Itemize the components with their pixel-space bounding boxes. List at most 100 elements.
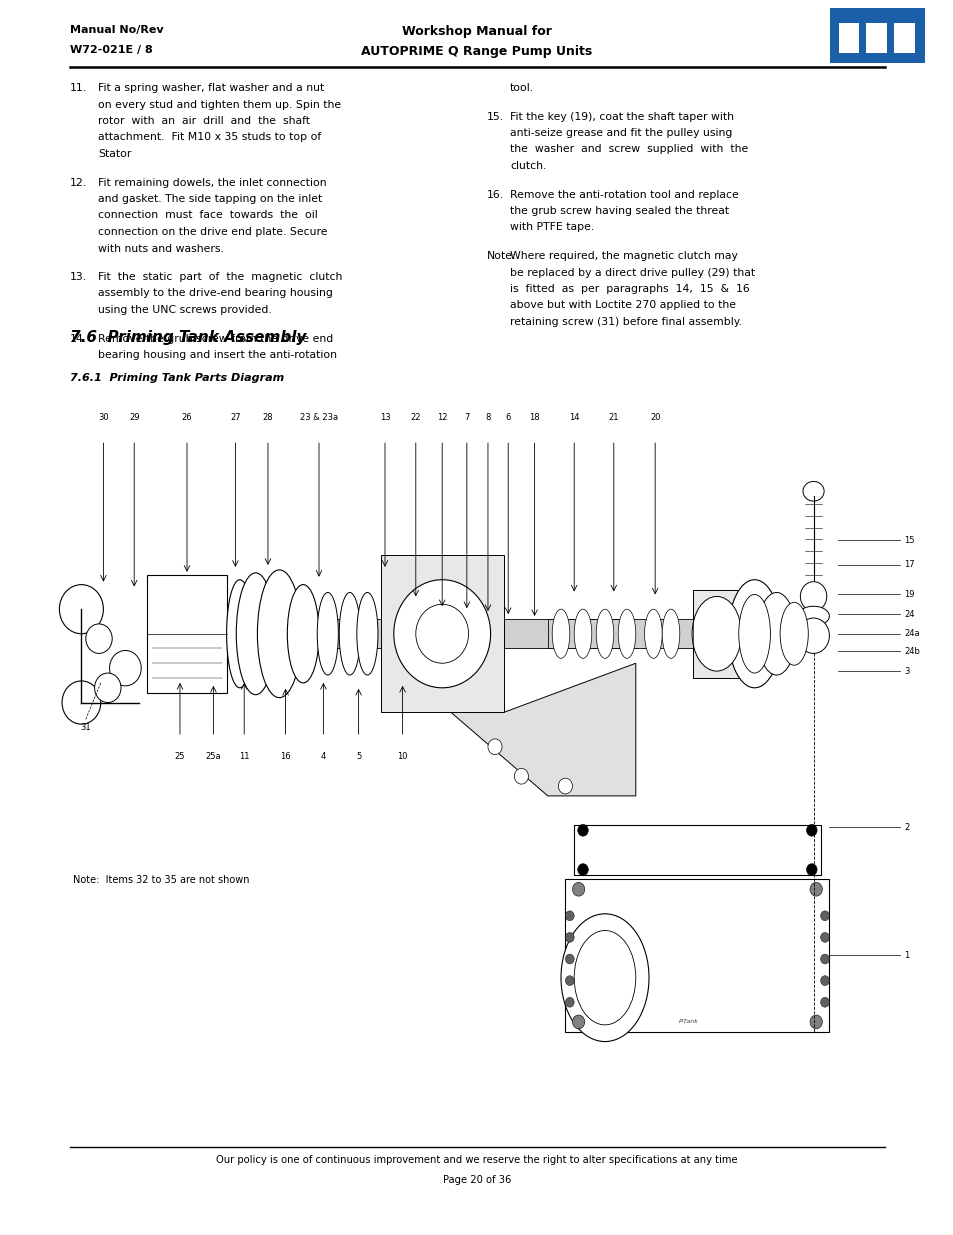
Text: be replaced by a direct drive pulley (29) that: be replaced by a direct drive pulley (29… — [510, 268, 755, 278]
Ellipse shape — [809, 882, 821, 897]
Text: 11.: 11. — [70, 83, 87, 93]
Bar — [565, 879, 828, 1031]
Ellipse shape — [738, 594, 770, 673]
Text: and gasket. The side tapping on the inlet: and gasket. The side tapping on the inle… — [98, 194, 322, 204]
Text: P-Tank: P-Tank — [678, 1019, 698, 1024]
Ellipse shape — [317, 593, 338, 676]
Text: 17: 17 — [903, 561, 914, 569]
Text: 3: 3 — [903, 667, 908, 676]
Text: tool.: tool. — [510, 83, 534, 93]
Text: 8: 8 — [485, 414, 490, 422]
Text: 1: 1 — [903, 951, 908, 960]
Ellipse shape — [800, 582, 826, 611]
Ellipse shape — [805, 825, 816, 836]
Ellipse shape — [339, 593, 360, 676]
Text: 24a: 24a — [903, 630, 919, 638]
Ellipse shape — [578, 825, 588, 836]
Text: 24b: 24b — [903, 647, 919, 656]
Text: 21: 21 — [608, 414, 618, 422]
Ellipse shape — [565, 955, 574, 965]
Ellipse shape — [797, 618, 828, 653]
Text: above but with Loctite 270 applied to the: above but with Loctite 270 applied to th… — [510, 300, 735, 310]
Text: 2: 2 — [903, 823, 908, 832]
Text: rotor  with  an  air  drill  and  the  shaft: rotor with an air drill and the shaft — [98, 116, 310, 126]
Text: 15.: 15. — [486, 111, 503, 121]
Text: Our policy is one of continuous improvement and we reserve the right to alter sp: Our policy is one of continuous improvem… — [216, 1155, 737, 1165]
Text: with nuts and washers.: with nuts and washers. — [98, 243, 224, 253]
Bar — [865, 23, 886, 53]
Ellipse shape — [565, 998, 574, 1008]
Text: Manual No/Rev: Manual No/Rev — [70, 25, 164, 35]
Text: 13.: 13. — [70, 272, 87, 282]
Text: Fit the key (19), coat the shaft taper with: Fit the key (19), coat the shaft taper w… — [510, 111, 733, 121]
Text: Fit  the  static  part  of  the  magnetic  clutch: Fit the static part of the magnetic clut… — [98, 272, 342, 282]
Ellipse shape — [94, 673, 121, 703]
Text: connection  must  face  towards  the  oil: connection must face towards the oil — [98, 210, 317, 221]
Text: 11: 11 — [238, 752, 249, 761]
Text: Note:  Items 32 to 35 are not shown: Note: Items 32 to 35 are not shown — [72, 874, 249, 884]
Text: with PTFE tape.: with PTFE tape. — [510, 222, 594, 232]
Ellipse shape — [257, 569, 301, 698]
Text: 15: 15 — [903, 536, 914, 545]
Bar — [838, 23, 859, 53]
Text: 16.: 16. — [486, 189, 503, 200]
Ellipse shape — [820, 932, 828, 942]
Ellipse shape — [820, 955, 828, 965]
Ellipse shape — [110, 651, 141, 685]
Ellipse shape — [62, 680, 101, 724]
Text: 22: 22 — [410, 414, 420, 422]
Text: 16: 16 — [280, 752, 291, 761]
Ellipse shape — [757, 593, 795, 676]
Ellipse shape — [820, 911, 828, 920]
Text: clutch.: clutch. — [510, 161, 546, 170]
Ellipse shape — [86, 624, 112, 653]
Text: connection on the drive end plate. Secure: connection on the drive end plate. Secur… — [98, 227, 327, 237]
Text: 12.: 12. — [70, 178, 87, 188]
Text: Stator: Stator — [98, 149, 132, 159]
Text: 25: 25 — [174, 752, 185, 761]
Text: 14.: 14. — [70, 333, 87, 343]
Ellipse shape — [574, 609, 591, 658]
Text: AUTOPRIME Q Range Pump Units: AUTOPRIME Q Range Pump Units — [361, 44, 592, 58]
Text: 30: 30 — [98, 414, 109, 422]
Text: 7: 7 — [464, 414, 469, 422]
Text: is  fitted  as  per  paragraphs  14,  15  &  16: is fitted as per paragraphs 14, 15 & 16 — [510, 284, 749, 294]
Ellipse shape — [618, 609, 635, 658]
Text: 27: 27 — [230, 414, 240, 422]
Text: the grub screw having sealed the threat: the grub screw having sealed the threat — [510, 206, 728, 216]
Bar — [148, 619, 635, 648]
Text: 12: 12 — [436, 414, 447, 422]
Ellipse shape — [394, 579, 490, 688]
Text: bearing housing and insert the anti-rotation: bearing housing and insert the anti-rota… — [98, 350, 336, 359]
Bar — [829, 7, 924, 63]
Ellipse shape — [565, 976, 574, 986]
Ellipse shape — [727, 579, 781, 688]
Ellipse shape — [560, 914, 648, 1041]
Ellipse shape — [797, 606, 828, 626]
Text: 25a: 25a — [206, 752, 221, 761]
Text: 19: 19 — [903, 590, 914, 599]
Polygon shape — [380, 556, 503, 713]
Ellipse shape — [558, 778, 572, 794]
Ellipse shape — [780, 603, 807, 666]
Text: attachment.  Fit M10 x 35 studs to top of: attachment. Fit M10 x 35 studs to top of — [98, 132, 321, 142]
Text: 4: 4 — [320, 752, 326, 761]
Text: 18: 18 — [529, 414, 539, 422]
Text: anti-seize grease and fit the pulley using: anti-seize grease and fit the pulley usi… — [510, 128, 732, 138]
Text: 28: 28 — [262, 414, 273, 422]
Text: 7.6.1  Priming Tank Parts Diagram: 7.6.1 Priming Tank Parts Diagram — [70, 373, 284, 383]
Bar — [893, 23, 914, 53]
Text: 6: 6 — [505, 414, 511, 422]
Ellipse shape — [572, 1015, 584, 1029]
Ellipse shape — [565, 911, 574, 920]
Ellipse shape — [572, 882, 584, 897]
Ellipse shape — [227, 579, 253, 688]
Text: 31: 31 — [80, 722, 91, 731]
Ellipse shape — [802, 482, 823, 501]
Ellipse shape — [661, 609, 679, 658]
Text: 5: 5 — [355, 752, 361, 761]
Ellipse shape — [805, 863, 816, 876]
Text: 24: 24 — [903, 610, 914, 619]
Text: 26: 26 — [181, 414, 193, 422]
Text: 10: 10 — [397, 752, 408, 761]
